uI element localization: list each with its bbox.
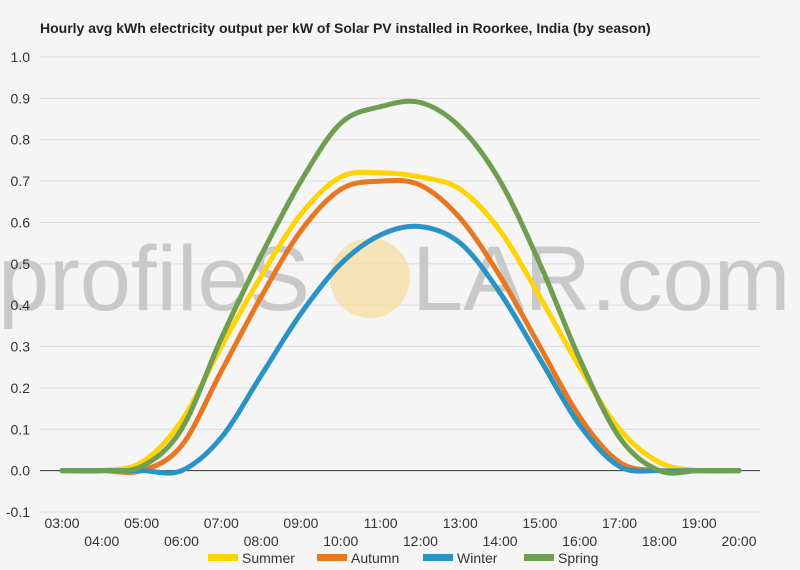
x-tick-label: 04:00 <box>84 533 119 549</box>
x-tick-label: 17:00 <box>602 515 637 531</box>
x-tick-label: 08:00 <box>244 533 279 549</box>
legend-label-spring: Spring <box>558 550 598 566</box>
x-tick-label: 05:00 <box>124 515 159 531</box>
watermark: profileS LAR.com <box>0 228 790 330</box>
legend-swatch-summer <box>208 554 238 561</box>
y-tick-label: 0.1 <box>11 421 31 437</box>
series-line-spring <box>59 98 742 476</box>
x-tick-label: 14:00 <box>483 533 518 549</box>
x-tick-label: 07:00 <box>204 515 239 531</box>
x-tick-label: 18:00 <box>642 533 677 549</box>
legend-label-winter: Winter <box>457 550 498 566</box>
x-tick-label: 03:00 <box>44 515 79 531</box>
y-tick-label: 0.3 <box>11 339 31 355</box>
series-line-winter <box>59 223 742 476</box>
y-tick-label: 0.8 <box>11 132 31 148</box>
series-line-autumn <box>59 177 742 475</box>
x-tick-label: 20:00 <box>721 533 756 549</box>
legend-swatch-spring <box>524 554 554 561</box>
x-tick-label: 15:00 <box>522 515 557 531</box>
legend-label-autumn: Autumn <box>351 550 399 566</box>
x-tick-label: 06:00 <box>164 533 199 549</box>
y-tick-label: 0.7 <box>11 173 31 189</box>
series-line-summer <box>59 169 742 474</box>
x-tick-label: 13:00 <box>443 515 478 531</box>
y-tick-label: 0.4 <box>11 297 31 313</box>
x-tick-label: 11:00 <box>364 515 398 531</box>
chart-title: Hourly avg kWh electricity output per kW… <box>40 20 651 36</box>
y-tick-label: 0.0 <box>11 463 31 479</box>
x-tick-label: 16:00 <box>562 533 597 549</box>
legend-swatch-winter <box>423 554 453 561</box>
legend-label-summer: Summer <box>242 550 295 566</box>
watermark-sun-icon <box>330 238 410 318</box>
legend: Summer Autumn Winter Spring <box>208 550 598 566</box>
y-tick-label: 1.0 <box>11 49 31 65</box>
watermark-text-left: profileS <box>0 228 310 330</box>
y-tick-label: 0.6 <box>11 214 31 230</box>
legend-swatch-autumn <box>317 554 347 561</box>
x-tick-label: 19:00 <box>682 515 717 531</box>
y-tick-label: 0.2 <box>11 380 31 396</box>
y-tick-label: 0.5 <box>11 256 31 272</box>
x-tick-label: 09:00 <box>283 515 318 531</box>
watermark-text-right: LAR.com <box>412 228 790 330</box>
x-tick-label: 10:00 <box>323 533 358 549</box>
y-tick-label: -0.1 <box>6 504 30 520</box>
y-axis-ticks: 1.0 0.9 0.8 0.7 0.6 0.5 0.4 0.3 0.2 0.1 0.0 -0.1 <box>6 49 30 520</box>
series-lines <box>59 98 742 476</box>
x-tick-label: 12:00 <box>403 533 438 549</box>
y-tick-label: 0.9 <box>11 90 31 106</box>
